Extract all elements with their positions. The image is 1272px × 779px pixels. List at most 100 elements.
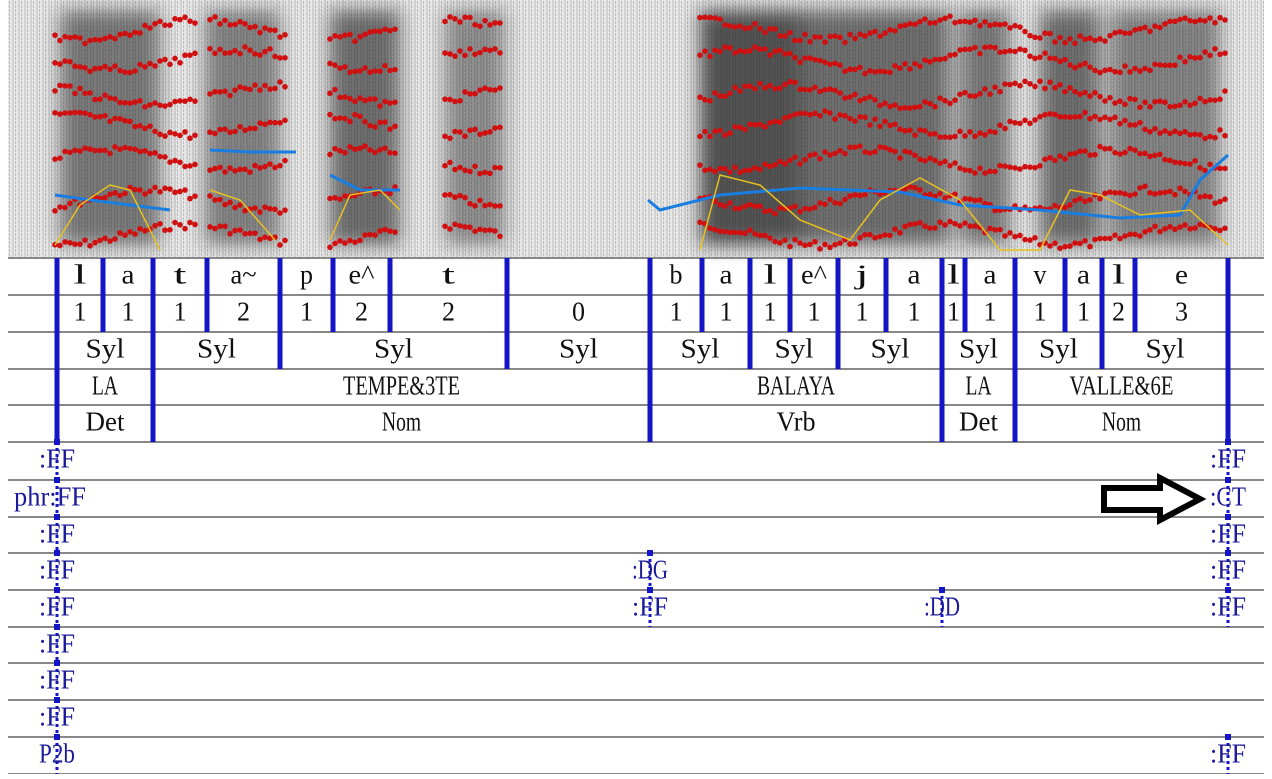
formant-dot <box>272 119 278 126</box>
formant-dot <box>1007 25 1013 31</box>
formant-dot <box>832 116 838 122</box>
interval-label: Syl <box>559 334 598 364</box>
formant-dot <box>902 104 908 111</box>
formant-dot <box>117 99 123 106</box>
interval-label: Syl <box>374 334 413 364</box>
formant-dot <box>812 84 818 90</box>
formant-dot <box>952 220 958 227</box>
formant-dot <box>1082 60 1088 67</box>
formant-dot <box>347 144 353 150</box>
formant-dot <box>767 82 773 89</box>
formant-dot <box>1172 128 1178 135</box>
formant-dot <box>102 194 108 201</box>
formant-dot <box>872 116 878 122</box>
formant-dot <box>1097 93 1103 100</box>
formant-dot <box>887 69 893 76</box>
formant-dot <box>732 124 738 130</box>
formant-dot <box>102 63 108 70</box>
formant-dot <box>962 89 968 96</box>
formant-dot <box>1162 128 1168 134</box>
formant-dot <box>1142 126 1148 133</box>
formant-dot <box>932 130 938 137</box>
formant-dot <box>922 158 928 164</box>
formant-dot <box>907 21 913 27</box>
formant-dot <box>367 29 373 35</box>
formant-dot <box>1207 15 1213 21</box>
formant-dot <box>372 232 378 238</box>
formant-dot <box>927 191 933 198</box>
formant-dot <box>882 232 888 238</box>
formant-dot <box>1107 145 1113 152</box>
formant-dot <box>1192 18 1198 25</box>
formant-dot <box>732 84 738 91</box>
formant-dot <box>1157 130 1163 136</box>
formant-dot <box>1157 98 1163 104</box>
formant-dot <box>882 144 888 151</box>
formant-dot <box>172 55 178 62</box>
formant-dot <box>1182 99 1188 105</box>
formant-dot <box>1082 36 1088 43</box>
formant-dot <box>107 34 113 40</box>
formant-dot <box>767 163 773 170</box>
formant-dot <box>717 165 723 172</box>
formant-dot <box>1152 191 1158 197</box>
formant-dot <box>1002 21 1008 27</box>
formant-dot <box>977 130 983 136</box>
formant-dot <box>237 18 243 25</box>
interval-label: e^ <box>801 260 827 290</box>
formant-dot <box>757 121 763 128</box>
formant-dot <box>997 49 1003 56</box>
formant-dot <box>152 150 158 156</box>
formant-dot <box>947 134 953 141</box>
formant-dot <box>932 103 938 110</box>
formant-dot <box>377 228 383 234</box>
formant-dot <box>337 94 343 101</box>
formant-dot <box>472 228 478 235</box>
formant-dot <box>1127 95 1133 102</box>
formant-dot <box>837 34 843 41</box>
formant-dot <box>72 90 78 97</box>
formant-dot <box>862 231 868 238</box>
point-label: :FF <box>39 592 75 622</box>
intensity-line <box>329 189 401 241</box>
formant-dot <box>722 93 728 100</box>
formant-dot <box>237 166 243 173</box>
formant-dot <box>922 57 928 63</box>
formant-dot <box>747 227 753 233</box>
formant-dot <box>702 48 708 54</box>
formant-dot <box>1022 78 1028 85</box>
formant-dot <box>1152 223 1158 230</box>
formant-dot <box>1182 188 1188 195</box>
formant-dot <box>712 128 718 135</box>
formant-dot <box>142 125 148 132</box>
formant-dot <box>1197 54 1203 61</box>
formant-dot <box>1177 130 1183 137</box>
formant-dot <box>77 109 83 116</box>
formant-dot <box>162 227 168 233</box>
formant-dot <box>857 235 863 241</box>
formant-dot <box>1122 63 1128 69</box>
formant-dot <box>732 205 738 212</box>
intensity-line <box>54 184 161 251</box>
formant-dot <box>1167 130 1173 137</box>
formant-dot <box>962 195 968 202</box>
formant-dot <box>167 61 173 68</box>
formant-dot <box>1197 221 1203 228</box>
formant-dot <box>1207 133 1213 140</box>
formant-dot <box>967 196 973 202</box>
formant-dot <box>882 100 888 106</box>
formant-dot <box>157 18 163 25</box>
formant-dot <box>67 149 73 156</box>
formant-dot <box>1057 34 1063 41</box>
formant-dot <box>262 163 268 170</box>
formant-dot <box>917 127 923 133</box>
formant-dot <box>1112 149 1118 156</box>
point-label: :FF <box>1210 592 1246 622</box>
arrow <box>1101 473 1207 525</box>
formant-dot <box>992 21 998 28</box>
formant-dot <box>122 117 128 124</box>
formant-dot <box>952 51 958 58</box>
formant-dot <box>772 162 778 168</box>
formant-dot <box>892 28 898 34</box>
formant-dot <box>217 126 223 133</box>
